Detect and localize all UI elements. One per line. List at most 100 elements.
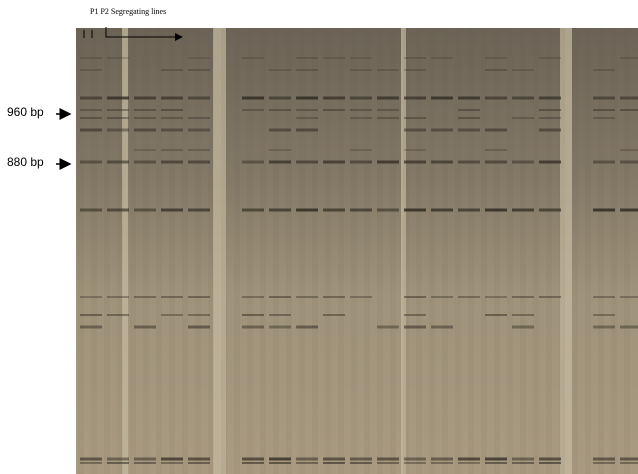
gel-band	[485, 57, 507, 59]
gel-band	[323, 462, 345, 464]
gel-band	[134, 109, 156, 111]
gel-band	[107, 117, 129, 119]
gel-band	[269, 109, 291, 111]
gel-band	[620, 458, 638, 461]
lane-shade	[195, 28, 201, 474]
gel-band	[512, 458, 534, 461]
gel-band	[323, 314, 345, 316]
gel-band	[593, 314, 615, 316]
gel-band	[512, 314, 534, 316]
gel-band	[620, 296, 638, 298]
gel-band	[620, 97, 638, 100]
gel-band	[404, 209, 426, 212]
gel-band	[296, 161, 318, 164]
gel-band	[458, 97, 480, 100]
gel-band	[107, 161, 129, 164]
gel-band	[80, 314, 102, 316]
gel-band	[107, 57, 129, 59]
lane-shade	[325, 28, 331, 474]
gel-band	[512, 161, 534, 164]
gel-band	[377, 117, 399, 119]
gel-band	[458, 129, 480, 132]
gel-band	[485, 296, 507, 298]
gel-band	[539, 209, 561, 212]
gel-band	[296, 129, 318, 132]
lane-shade	[273, 28, 279, 474]
gel-band	[242, 97, 264, 100]
gel-band	[242, 161, 264, 164]
gel-band	[593, 209, 615, 212]
gel-band	[377, 97, 399, 100]
gel-band	[269, 296, 291, 298]
gel-band	[161, 149, 183, 151]
gel-band	[593, 69, 615, 71]
gel-band	[161, 458, 183, 461]
gel-band	[404, 296, 426, 298]
gel-band	[431, 97, 453, 100]
gel-band	[296, 462, 318, 464]
gel-band	[431, 209, 453, 212]
gel-band	[269, 314, 291, 316]
gel-band	[512, 209, 534, 212]
gel-band	[431, 129, 453, 132]
lane-shade	[416, 28, 422, 474]
gel-band	[377, 161, 399, 164]
gel-band	[350, 149, 372, 151]
gel-band	[107, 314, 129, 316]
gel-band	[485, 161, 507, 164]
lane-shade	[208, 28, 214, 474]
gel-band	[296, 109, 318, 111]
lane-shade	[247, 28, 253, 474]
gel-band	[431, 326, 453, 329]
gel-band	[593, 117, 615, 119]
gel-band	[242, 314, 264, 316]
gel-band	[107, 209, 129, 212]
lane-shade	[78, 28, 84, 474]
gel-band	[404, 462, 426, 464]
gel-band	[404, 117, 426, 119]
gel-band	[161, 69, 183, 71]
gel-band	[431, 57, 453, 59]
gel-band	[323, 97, 345, 100]
gel-band	[188, 462, 210, 464]
gel-band	[458, 209, 480, 212]
lane-shade	[442, 28, 448, 474]
gel-band	[188, 326, 210, 329]
gel-band	[593, 458, 615, 461]
lane-shade	[234, 28, 240, 474]
gel-band	[296, 117, 318, 119]
gel-band	[377, 462, 399, 464]
gel-band	[485, 458, 507, 461]
gel-band	[431, 458, 453, 461]
gel-band	[269, 209, 291, 212]
gel-band	[80, 209, 102, 212]
gel-band	[350, 462, 372, 464]
gel-band	[458, 117, 480, 119]
lane-shade	[182, 28, 188, 474]
gel-band	[188, 149, 210, 151]
marker-label: 960 bp	[7, 105, 44, 119]
gel-band	[80, 161, 102, 164]
lane-shade	[559, 28, 565, 474]
lane-shade	[169, 28, 175, 474]
gel-band	[161, 97, 183, 100]
gel-band	[539, 462, 561, 464]
lane-shade	[611, 28, 617, 474]
gel-band	[134, 296, 156, 298]
gel-band	[134, 97, 156, 100]
gel-band	[512, 326, 534, 329]
gel-band	[485, 314, 507, 316]
gel-band	[107, 129, 129, 132]
gel-band	[350, 97, 372, 100]
gel-band	[188, 117, 210, 119]
lane-shade	[312, 28, 318, 474]
gel-band	[134, 117, 156, 119]
gel-band	[350, 57, 372, 59]
gel-band	[539, 458, 561, 461]
gel-band	[350, 458, 372, 461]
gel-band	[512, 97, 534, 100]
gel-band	[80, 117, 102, 119]
gel-band	[404, 97, 426, 100]
gel-band	[80, 109, 102, 111]
gel-band	[107, 97, 129, 100]
